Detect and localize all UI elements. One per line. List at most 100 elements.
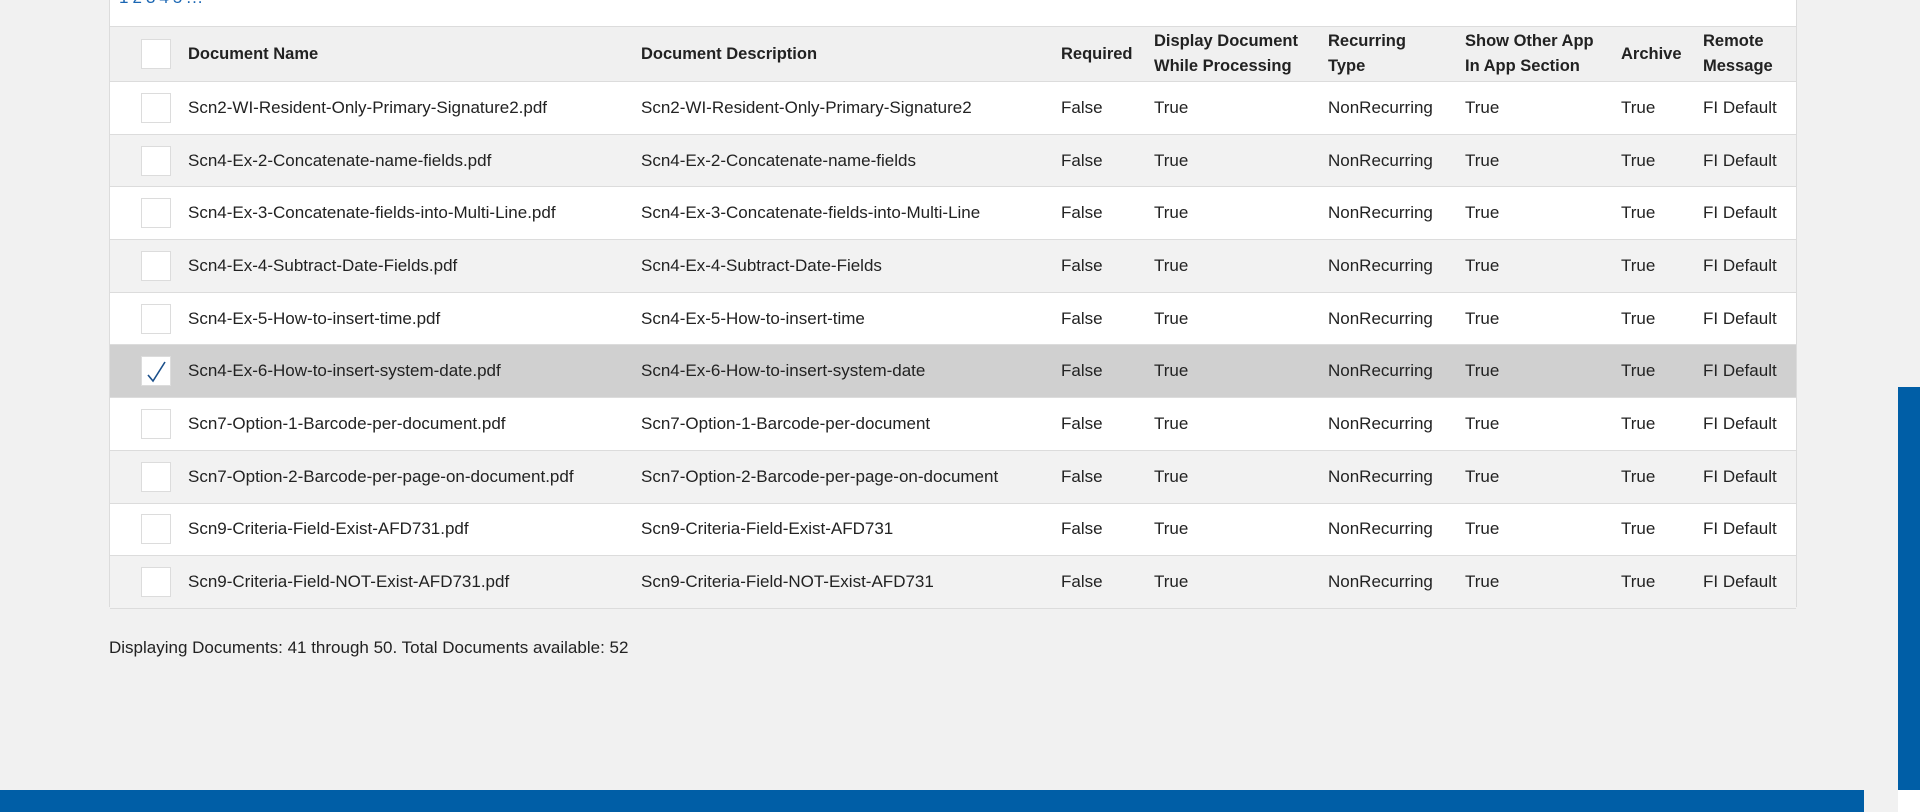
cell-display: True bbox=[1154, 397, 1328, 451]
cell-display: True bbox=[1154, 186, 1328, 241]
row-checkbox-cell bbox=[110, 186, 188, 241]
display-status: Displaying Documents: 41 through 50. Tot… bbox=[109, 638, 629, 657]
scrollbar-end bbox=[1898, 790, 1920, 812]
row-checkbox[interactable] bbox=[141, 567, 171, 598]
table-row[interactable]: Scn2-WI-Resident-Only-Primary-Signature2… bbox=[110, 81, 1796, 135]
row-checkbox-cell bbox=[110, 503, 188, 557]
cell-remote: FI Default bbox=[1703, 81, 1796, 135]
row-checkbox[interactable] bbox=[141, 92, 171, 123]
documents-panel: 12345... Document Name Document Descript… bbox=[109, 0, 1797, 609]
row-checkbox-cell bbox=[110, 450, 188, 504]
cell-required: False bbox=[1061, 450, 1154, 504]
page-link[interactable]: 3 bbox=[146, 0, 156, 7]
cell-required: False bbox=[1061, 134, 1154, 188]
cell-display: True bbox=[1154, 344, 1328, 399]
checkmark-icon bbox=[147, 361, 166, 383]
table-row[interactable]: Scn7-Option-2-Barcode-per-page-on-docume… bbox=[110, 450, 1796, 504]
cell-description: Scn2-WI-Resident-Only-Primary-Signature2 bbox=[641, 81, 1061, 135]
table-row[interactable]: Scn4-Ex-2-Concatenate-name-fields.pdf Scn… bbox=[110, 134, 1796, 188]
row-checkbox[interactable] bbox=[141, 303, 171, 334]
cell-name: Scn4-Ex-5-How-to-insert-time.pdf bbox=[188, 292, 641, 346]
header-display-document[interactable]: Display Document While Processing bbox=[1154, 26, 1328, 82]
header-archive[interactable]: Archive bbox=[1621, 26, 1703, 82]
header-line: While Processing bbox=[1154, 57, 1292, 75]
table-row[interactable]: Scn4-Ex-6-How-to-insert-system-date.pdf S… bbox=[110, 344, 1796, 399]
cell-archive: True bbox=[1621, 292, 1703, 346]
cell-show: True bbox=[1465, 555, 1621, 609]
cell-remote: FI Default bbox=[1703, 555, 1796, 609]
cell-show: True bbox=[1465, 503, 1621, 557]
row-checkbox[interactable] bbox=[141, 145, 171, 176]
cell-remote: FI Default bbox=[1703, 397, 1796, 451]
table-row[interactable]: Scn4-Ex-3-Concatenate-fields-into-Multi-… bbox=[110, 186, 1796, 241]
cell-name: Scn4-Ex-6-How-to-insert-system-date.pdf bbox=[188, 344, 641, 399]
cell-recurring: NonRecurring bbox=[1328, 239, 1465, 293]
header-document-description[interactable]: Document Description bbox=[641, 26, 1061, 82]
table-row[interactable]: Scn9-Criteria-Field-NOT-Exist-AFD731.pdf… bbox=[110, 555, 1796, 609]
cell-remote: FI Default bbox=[1703, 186, 1796, 241]
header-line: Display Document bbox=[1154, 32, 1298, 50]
cell-required: False bbox=[1061, 239, 1154, 293]
header-show-other-app[interactable]: Show Other App In App Section bbox=[1465, 26, 1621, 82]
table-header-row: Document Name Document Description Requi… bbox=[110, 26, 1796, 82]
cell-description: Scn7-Option-2-Barcode-per-page-on-docume… bbox=[641, 450, 1061, 504]
cell-archive: True bbox=[1621, 503, 1703, 557]
header-required[interactable]: Required bbox=[1061, 26, 1154, 82]
cell-recurring: NonRecurring bbox=[1328, 134, 1465, 188]
header-line: Recurring bbox=[1328, 32, 1406, 50]
page-link[interactable]: 1 bbox=[119, 0, 129, 7]
cell-display: True bbox=[1154, 239, 1328, 293]
cell-display: True bbox=[1154, 134, 1328, 188]
page-link[interactable]: 4 bbox=[159, 0, 169, 7]
row-checkbox-cell bbox=[110, 134, 188, 188]
header-document-name[interactable]: Document Name bbox=[188, 26, 641, 82]
row-checkbox[interactable] bbox=[141, 408, 171, 439]
table-row[interactable]: Scn4-Ex-5-How-to-insert-time.pdf Scn4-Ex-… bbox=[110, 292, 1796, 346]
row-checkbox-cell bbox=[110, 344, 188, 399]
row-checkbox-cell bbox=[110, 239, 188, 293]
documents-table: Document Name Document Description Requi… bbox=[110, 26, 1796, 609]
cell-display: True bbox=[1154, 450, 1328, 504]
header-line: Type bbox=[1328, 57, 1366, 75]
row-checkbox[interactable] bbox=[141, 250, 171, 281]
table-row[interactable]: Scn7-Option-1-Barcode-per-document.pdf Sc… bbox=[110, 397, 1796, 451]
cell-description: Scn9-Criteria-Field-NOT-Exist-AFD731 bbox=[641, 555, 1061, 609]
page-link[interactable]: 5 bbox=[173, 0, 183, 7]
table-row[interactable]: Scn9-Criteria-Field-Exist-AFD731.pdf Scn9… bbox=[110, 503, 1796, 557]
cell-show: True bbox=[1465, 134, 1621, 188]
cell-show: True bbox=[1465, 292, 1621, 346]
cell-name: Scn4-Ex-4-Subtract-Date-Fields.pdf bbox=[188, 239, 641, 293]
cell-name: Scn7-Option-1-Barcode-per-document.pdf bbox=[188, 397, 641, 451]
cell-remote: FI Default bbox=[1703, 503, 1796, 557]
table-row[interactable]: Scn4-Ex-4-Subtract-Date-Fields.pdf Scn4-E… bbox=[110, 239, 1796, 293]
header-line: In App Section bbox=[1465, 57, 1580, 75]
cell-archive: True bbox=[1621, 239, 1703, 293]
page-link[interactable]: ... bbox=[186, 0, 203, 7]
page-link[interactable]: 2 bbox=[132, 0, 142, 7]
cell-description: Scn4-Ex-3-Concatenate-fields-into-Multi-… bbox=[641, 186, 1061, 241]
row-checkbox[interactable] bbox=[141, 198, 171, 229]
cell-recurring: NonRecurring bbox=[1328, 292, 1465, 346]
cell-description: Scn4-Ex-5-How-to-insert-time bbox=[641, 292, 1061, 346]
cell-required: False bbox=[1061, 344, 1154, 399]
cell-remote: FI Default bbox=[1703, 450, 1796, 504]
cell-name: Scn7-Option-2-Barcode-per-page-on-docume… bbox=[188, 450, 641, 504]
header-recurring-type[interactable]: Recurring Type bbox=[1328, 26, 1465, 82]
row-checkbox[interactable] bbox=[141, 514, 171, 545]
cell-display: True bbox=[1154, 555, 1328, 609]
cell-description: Scn9-Criteria-Field-Exist-AFD731 bbox=[641, 503, 1061, 557]
cell-archive: True bbox=[1621, 344, 1703, 399]
header-remote-message[interactable]: Remote Message bbox=[1703, 26, 1796, 82]
row-checkbox[interactable] bbox=[141, 461, 171, 492]
select-all-checkbox[interactable] bbox=[141, 39, 171, 69]
cell-description: Scn4-Ex-2-Concatenate-name-fields bbox=[641, 134, 1061, 188]
cell-required: False bbox=[1061, 292, 1154, 346]
row-checkbox[interactable] bbox=[141, 356, 171, 387]
cell-show: True bbox=[1465, 186, 1621, 241]
header-line: Message bbox=[1703, 57, 1773, 75]
cell-archive: True bbox=[1621, 555, 1703, 609]
scrollbar-thumb[interactable] bbox=[1898, 387, 1920, 790]
cell-required: False bbox=[1061, 397, 1154, 451]
header-line: Show Other App bbox=[1465, 32, 1594, 50]
row-checkbox-cell bbox=[110, 397, 188, 451]
